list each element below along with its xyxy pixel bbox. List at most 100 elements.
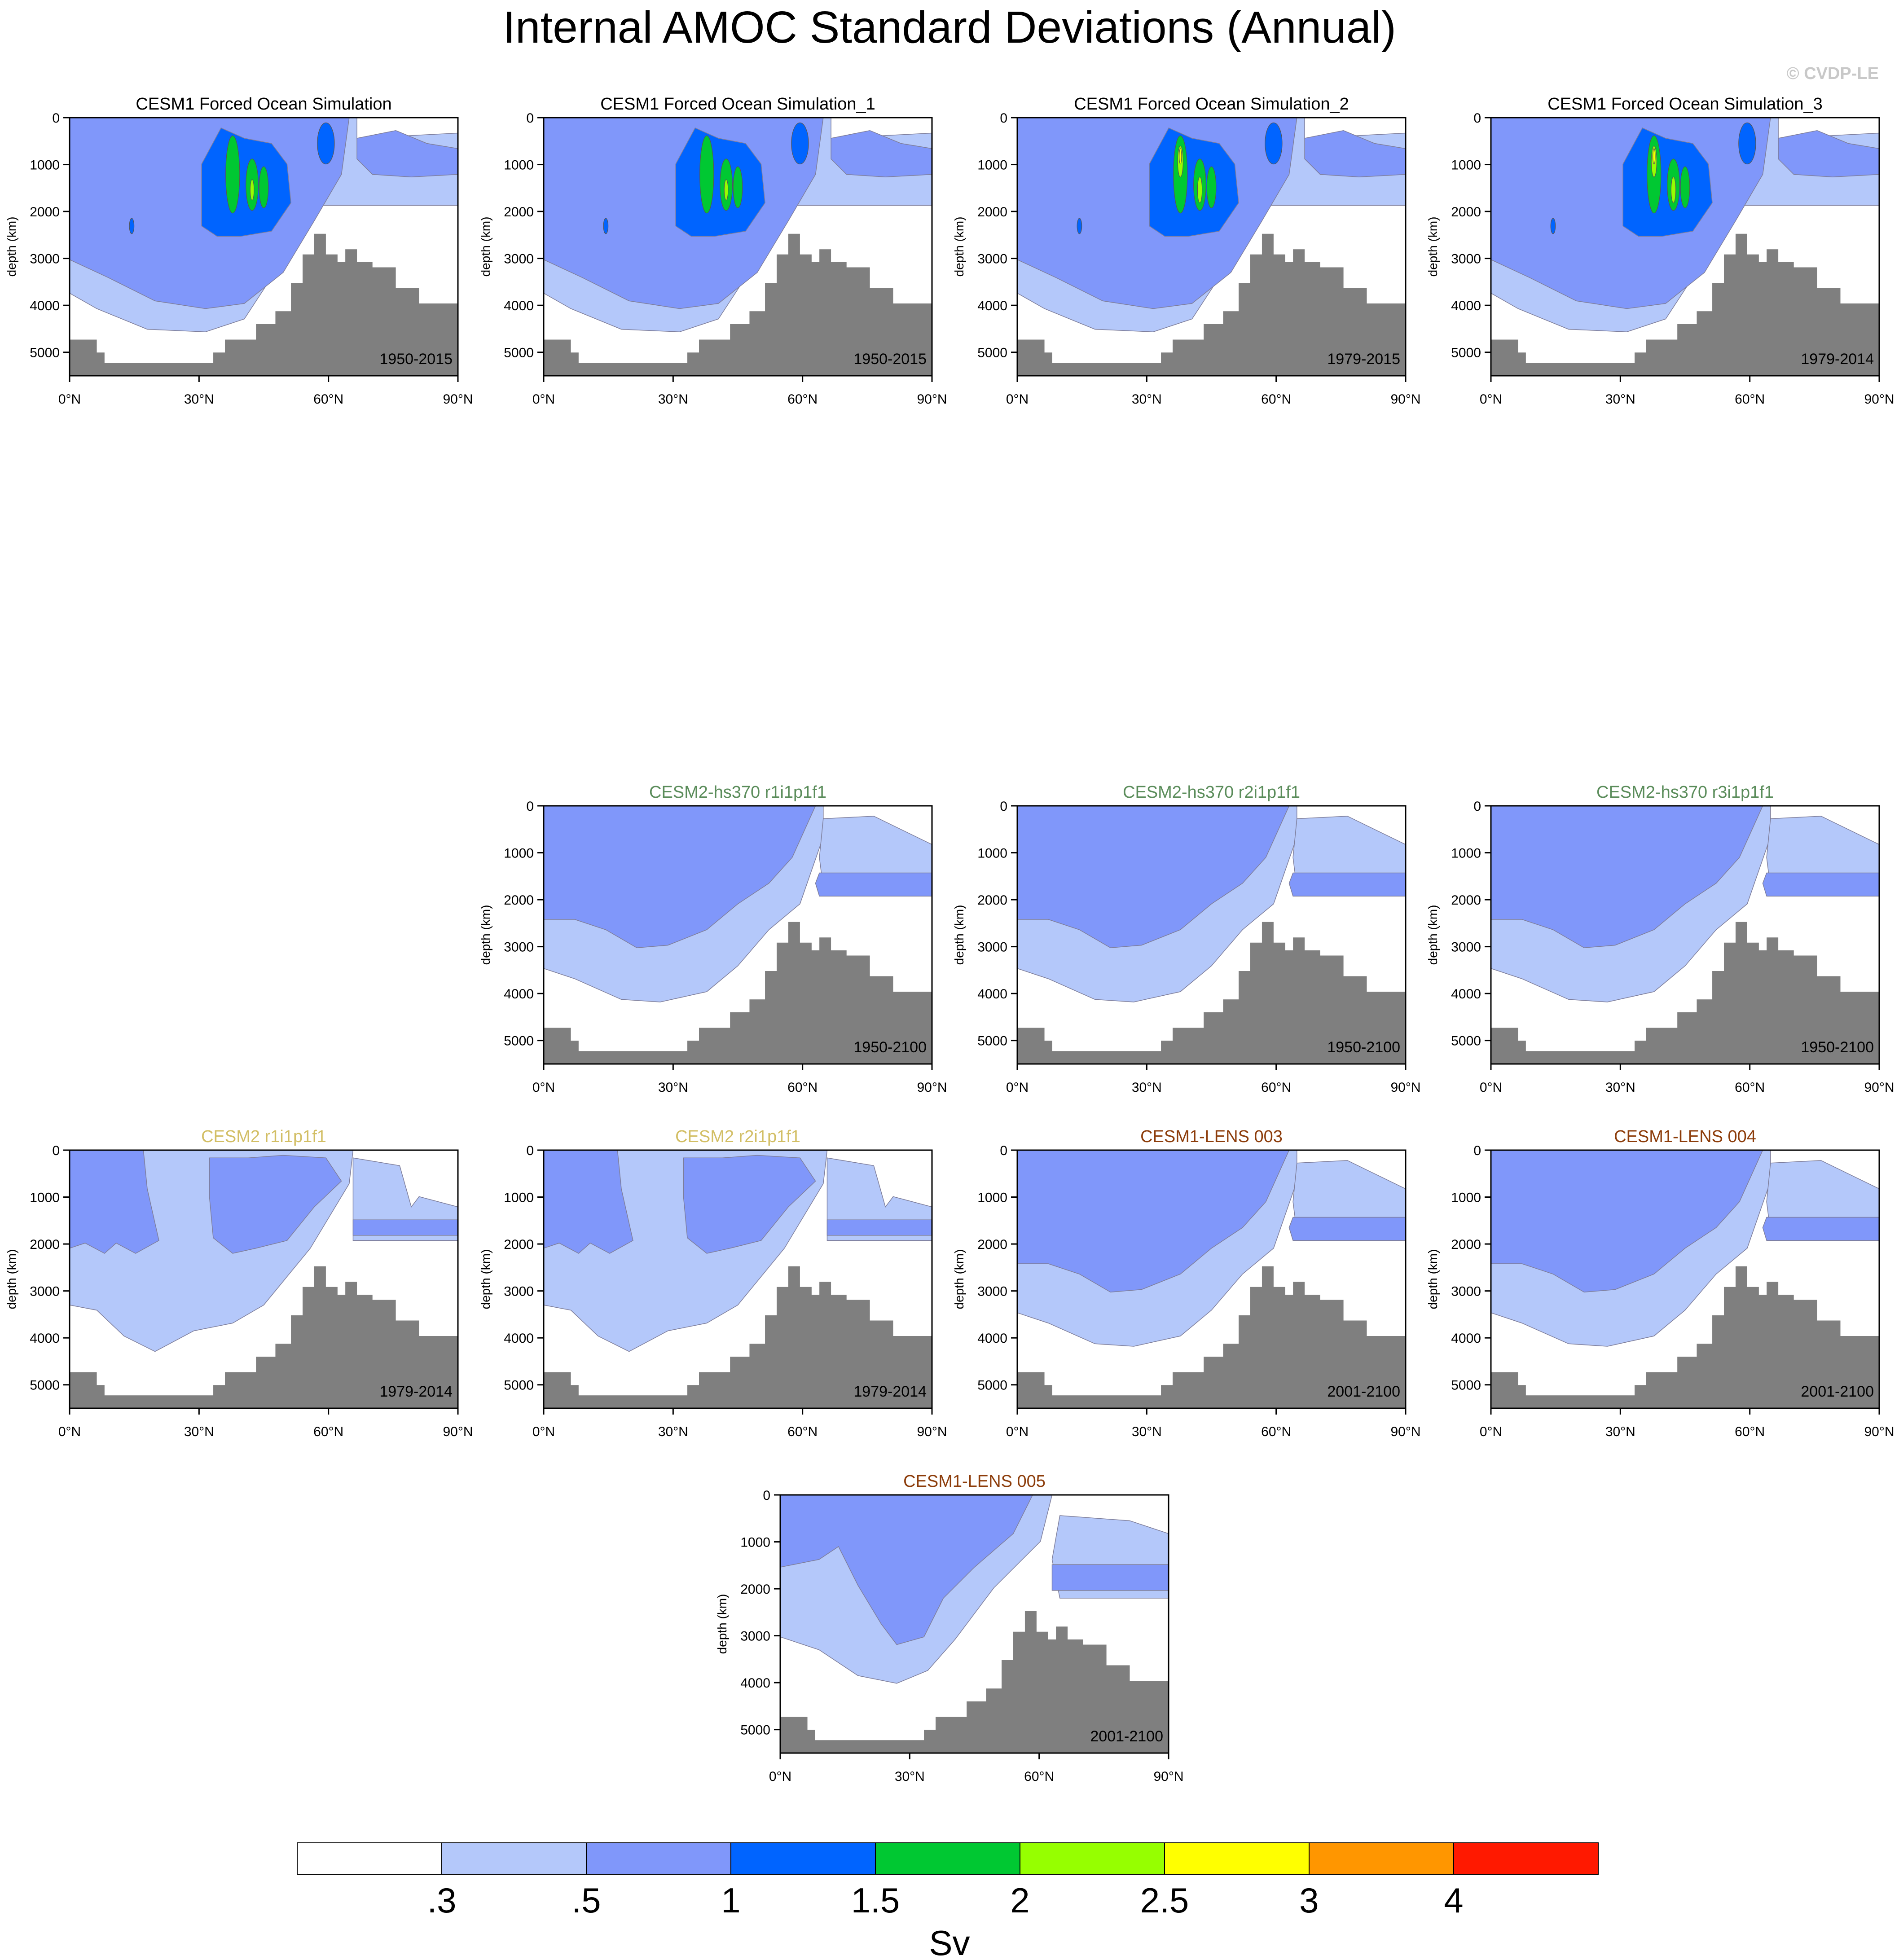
y-tick-label: 4000 xyxy=(977,1331,1007,1346)
topography xyxy=(70,1266,458,1408)
topography xyxy=(1491,233,1879,376)
y-tick-label: 5000 xyxy=(30,346,60,360)
y-tick-label: 4000 xyxy=(30,1331,60,1346)
y-tick-label: 0 xyxy=(52,111,60,126)
contour-1.0-north xyxy=(791,122,809,165)
y-axis-label: depth (km) xyxy=(952,1249,966,1310)
watermark: © CVDP-LE xyxy=(1787,64,1879,83)
x-tick-label: 0°N xyxy=(532,1424,555,1439)
y-tick-label: 2000 xyxy=(977,205,1007,220)
y-tick-label: 0 xyxy=(52,1143,60,1158)
x-tick-label: 60°N xyxy=(1735,1424,1765,1439)
contour-0.5 xyxy=(1491,1150,1763,1293)
contour-0.5-band xyxy=(1762,1217,1879,1241)
topography xyxy=(1491,922,1879,1064)
x-tick-label: 90°N xyxy=(1864,392,1894,407)
contour-0.5-band xyxy=(352,1219,458,1236)
x-tick-label: 0°N xyxy=(1480,1424,1502,1439)
y-tick-label: 0 xyxy=(1473,111,1481,126)
colorbar-box-0 xyxy=(297,1842,442,1875)
plot-frame xyxy=(1016,1149,1407,1409)
x-tick-label: 30°N xyxy=(1132,1080,1162,1095)
period-label: 1979-2015 xyxy=(1327,351,1400,368)
y-axis-label: depth (km) xyxy=(4,217,18,277)
panel-field xyxy=(544,806,932,1064)
panel-field xyxy=(1491,806,1879,1064)
colorbar-box-7 xyxy=(1309,1842,1454,1875)
y-tick-label: 5000 xyxy=(977,346,1007,360)
x-tick-label: 90°N xyxy=(1864,1424,1894,1439)
x-tick-label: 90°N xyxy=(917,1424,947,1439)
contour-1.5-a xyxy=(699,135,714,214)
colorbar-box-6 xyxy=(1164,1842,1310,1875)
y-tick-label: 4000 xyxy=(977,299,1007,313)
panel-title: CESM1-LENS 005 xyxy=(903,1472,1046,1491)
y-tick-label: 1000 xyxy=(977,846,1007,861)
x-tick-label: 30°N xyxy=(658,1080,688,1095)
y-tick-label: 3000 xyxy=(30,252,60,267)
topography xyxy=(70,233,458,376)
y-tick-label: 0 xyxy=(526,1143,534,1158)
y-tick-label: 3000 xyxy=(977,940,1007,955)
y-tick-label: 3000 xyxy=(504,1284,534,1299)
colorbar-box-3 xyxy=(730,1842,876,1875)
contour-1.5-a xyxy=(225,135,240,214)
x-tick-label: 60°N xyxy=(1261,392,1291,407)
contour-2.0-a xyxy=(724,179,729,201)
y-tick-label: 2000 xyxy=(740,1582,770,1597)
contour-1.5-c xyxy=(733,166,743,208)
panel-field xyxy=(1491,1150,1879,1408)
panel-title: CESM1-LENS 004 xyxy=(1614,1127,1756,1146)
y-axis-label: depth (km) xyxy=(4,1249,18,1310)
period-label: 1979-2014 xyxy=(379,1383,453,1400)
y-tick-label: 4000 xyxy=(977,987,1007,1002)
contour-0.5-north xyxy=(1778,130,1879,178)
y-tick-label: 3000 xyxy=(977,1284,1007,1299)
x-tick-label: 30°N xyxy=(895,1769,925,1784)
y-tick-label: 1000 xyxy=(504,846,534,861)
contour-0.5 xyxy=(544,806,816,949)
y-axis-label: depth (km) xyxy=(479,217,492,277)
colorbar-box-5 xyxy=(1020,1842,1165,1875)
period-label: 1950-2015 xyxy=(853,351,927,368)
x-tick-label: 30°N xyxy=(1132,392,1162,407)
y-tick-label: 5000 xyxy=(504,1034,534,1049)
x-tick-label: 30°N xyxy=(184,1424,214,1439)
y-tick-label: 3000 xyxy=(1451,1284,1481,1299)
y-tick-label: 2000 xyxy=(1451,205,1481,220)
contour-2.0-b xyxy=(1670,176,1676,203)
contour-0.3-north xyxy=(1292,1160,1406,1233)
x-tick-label: 90°N xyxy=(1390,392,1420,407)
x-tick-label: 30°N xyxy=(1605,392,1635,407)
contour-0.3-north xyxy=(819,816,932,889)
y-tick-label: 1000 xyxy=(30,158,60,173)
contour-1.5-c xyxy=(1206,166,1217,208)
y-tick-label: 1000 xyxy=(504,158,534,173)
contour-0.5-mid xyxy=(683,1155,816,1254)
colorbar: .3 .5 1 1.5 2 2.5 3 4 Sv xyxy=(297,1842,1599,1960)
x-tick-label: 60°N xyxy=(1735,392,1765,407)
colorbar-label: .3 xyxy=(427,1881,456,1920)
x-tick-label: 30°N xyxy=(1132,1424,1162,1439)
panel-title: CESM1 Forced Ocean Simulation_1 xyxy=(600,95,875,114)
x-tick-label: 60°N xyxy=(313,392,343,407)
x-tick-label: 30°N xyxy=(1605,1424,1635,1439)
topography xyxy=(544,1266,932,1408)
contour-0.5-band xyxy=(826,1219,932,1236)
y-axis-label: depth (km) xyxy=(479,905,492,965)
contour-2.0-a xyxy=(250,179,255,201)
colorbar-units: Sv xyxy=(929,1923,970,1960)
y-tick-label: 1000 xyxy=(504,1191,534,1205)
x-tick-label: 0°N xyxy=(1006,1424,1029,1439)
y-tick-label: 4000 xyxy=(504,299,534,313)
x-tick-label: 90°N xyxy=(443,392,473,407)
topography xyxy=(1491,1266,1879,1408)
y-tick-label: 5000 xyxy=(1451,1378,1481,1393)
colorbar-label: 1.5 xyxy=(851,1881,900,1920)
y-tick-label: 1000 xyxy=(977,1191,1007,1205)
y-tick-label: 1000 xyxy=(1451,158,1481,173)
plot-frame xyxy=(543,117,933,377)
contour-1.0-north xyxy=(1265,122,1283,165)
panel-9: CESM2 r2i1p1f1 0 1000 2000 3000 4000 5000 depth… xyxy=(479,1127,947,1439)
y-axis-label: depth (km) xyxy=(479,1249,492,1310)
